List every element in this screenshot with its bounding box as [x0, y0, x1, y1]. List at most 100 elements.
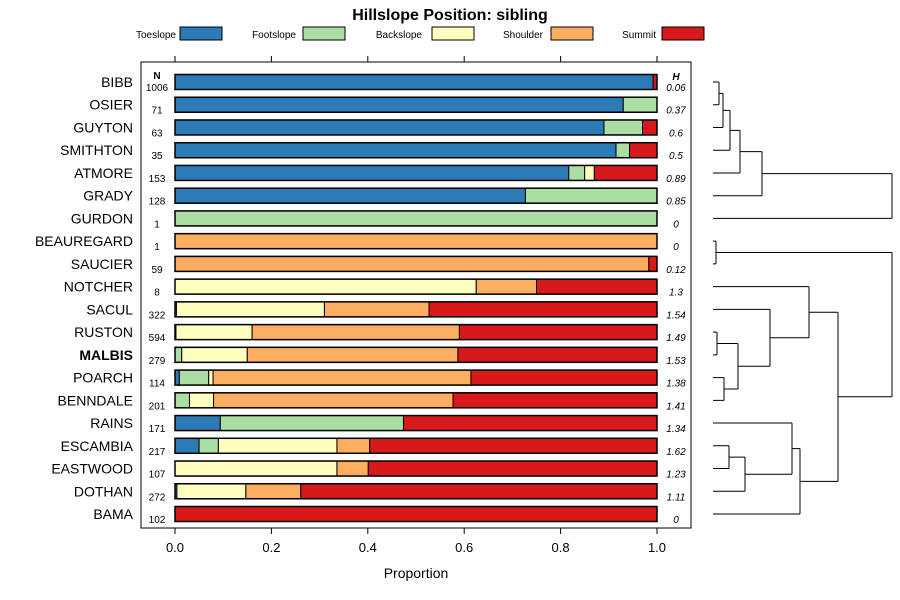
bar-segment-poarch-summit [470, 369, 658, 386]
bar-row-gurdon [174, 210, 658, 227]
x-tick-label-0-4: 0.4 [359, 540, 377, 555]
row-label-eastwood: EASTWOOD [51, 461, 133, 477]
bar-outline-benndale [174, 392, 658, 409]
bar-segment-escambia-summit [369, 437, 658, 454]
bar-segment-beauregard-shoulder [174, 233, 658, 250]
row-label-escambia: ESCAMBIA [61, 438, 134, 454]
bar-row-ruston [174, 323, 658, 341]
bar-outline-guyton [174, 119, 658, 136]
dendrogram [713, 81, 893, 515]
bar-segment-grady-toeslope [174, 187, 526, 204]
legend-swatch-footslope [302, 26, 346, 41]
x-tick-label-1-0: 1.0 [648, 540, 666, 555]
legend-swatch-shoulder [550, 26, 594, 41]
h-value-bama: 0 [673, 515, 679, 526]
n-value-beauregard: 1 [154, 242, 160, 253]
bar-segment-ruston-summit [458, 324, 658, 341]
h-value-benndale: 1.41 [666, 401, 685, 412]
bar-row-beauregard [174, 232, 658, 250]
n-column-header: N [153, 71, 160, 82]
bar-segment-atmore-summit [593, 164, 658, 181]
bar-outline-bama [174, 505, 658, 523]
row-label-osier: OSIER [89, 97, 133, 113]
bar-row-atmore [174, 164, 658, 182]
bar-segment-grady-footslope [524, 187, 658, 204]
row-label-notcher: NOTCHER [64, 279, 133, 295]
h-value-rains: 1.34 [666, 424, 686, 435]
bar-row-osier [174, 96, 658, 113]
bar-row-saucier [174, 255, 658, 273]
n-value-gurdon: 1 [154, 219, 160, 230]
bar-outline-poarch [174, 369, 658, 386]
h-value-dothan: 1.11 [667, 492, 686, 503]
bar-segment-smithton-toeslope [174, 142, 617, 159]
bar-outline-eastwood [174, 460, 658, 477]
bar-outline-saucier [174, 255, 658, 273]
row-label-benndale: BENNDALE [58, 392, 133, 408]
bar-row-benndale [174, 392, 658, 409]
n-values-group: 1006 71 63 35 153 128 1 1 59 8 322 594 279 114 201 171 2… [146, 83, 169, 526]
row-label-ruston: RUSTON [74, 324, 133, 340]
x-axis: 0.0 0.2 0.4 0.6 0.8 1.0 [166, 56, 666, 555]
h-value-osier: 0.37 [666, 106, 686, 117]
row-label-guyton: GUYTON [73, 119, 133, 135]
h-values-group: 0.06 0.37 0.6 0.5 0.89 0.85 0 0 0.12 1.3 1.54 1.49 1… [666, 83, 686, 526]
row-label-bama: BAMA [93, 506, 133, 522]
bar-segment-malbis-backslope [181, 346, 248, 363]
h-value-escambia: 1.62 [666, 447, 686, 458]
bar-segment-atmore-backslope [584, 164, 595, 181]
bar-segment-guyton-toeslope [174, 119, 605, 136]
legend-swatch-backslope [431, 26, 475, 41]
h-value-saucier: 0.12 [666, 265, 686, 276]
bar-row-malbis [174, 346, 658, 364]
bar-segment-saucier-shoulder [174, 255, 650, 272]
x-tick-label-0-0: 0.0 [166, 540, 184, 555]
bar-outline-malbis [174, 346, 658, 364]
legend-label-backslope: Backslope [376, 30, 423, 41]
n-value-atmore: 153 [149, 174, 166, 185]
n-value-guyton: 63 [151, 128, 163, 139]
legend-swatch-toeslope [179, 26, 223, 41]
legend-swatch-summit [661, 26, 705, 41]
bar-outline-sacul [174, 301, 658, 318]
h-value-poarch: 1.38 [666, 379, 686, 390]
bar-segment-benndale-shoulder [213, 392, 454, 409]
bar-row-escambia [174, 437, 658, 455]
bar-segment-sacul-summit [428, 301, 658, 318]
bar-segment-bibb-toeslope [174, 74, 654, 90]
bar-outline-grady [174, 187, 658, 204]
bar-outline-bibb [174, 73, 658, 91]
row-label-malbis: MALBIS [79, 347, 133, 363]
bar-segment-osier-toeslope [174, 96, 624, 113]
bar-segment-escambia-toeslope [174, 437, 200, 454]
h-value-atmore: 0.89 [666, 174, 686, 185]
bar-row-dothan [174, 483, 658, 500]
bar-segment-poarch-footslope [178, 369, 210, 386]
bar-segment-benndale-backslope [188, 392, 215, 409]
bar-segment-benndale-footslope [174, 392, 190, 409]
n-value-sacul: 322 [149, 310, 166, 321]
dendrogram-branches [713, 81, 893, 515]
h-value-guyton: 0.6 [669, 128, 683, 139]
bar-segment-sacul-shoulder [323, 301, 430, 318]
h-value-grady: 0.85 [666, 197, 686, 208]
bar-row-sacul [174, 301, 658, 318]
n-value-bibb: 1006 [146, 83, 169, 94]
row-label-poarch: POARCH [73, 370, 133, 386]
bar-segment-atmore-toeslope [174, 164, 570, 181]
bar-segment-dothan-summit [300, 483, 658, 500]
n-value-smithton: 35 [151, 151, 163, 162]
legend-label-toeslope: Toeslope [136, 30, 176, 41]
row-label-smithton: SMITHTON [60, 142, 133, 158]
row-label-rains: RAINS [90, 415, 133, 431]
n-value-bama: 102 [149, 515, 166, 526]
bar-row-notcher [174, 278, 658, 295]
bar-outline-osier [174, 96, 658, 113]
n-value-saucier: 59 [151, 265, 163, 276]
legend-label-footslope: Footslope [252, 30, 296, 41]
bar-segment-atmore-footslope [568, 164, 586, 181]
n-value-dothan: 272 [149, 492, 166, 503]
bar-row-bibb [174, 73, 658, 91]
row-label-gurdon: GURDON [71, 210, 133, 226]
bar-segment-eastwood-summit [367, 460, 658, 477]
